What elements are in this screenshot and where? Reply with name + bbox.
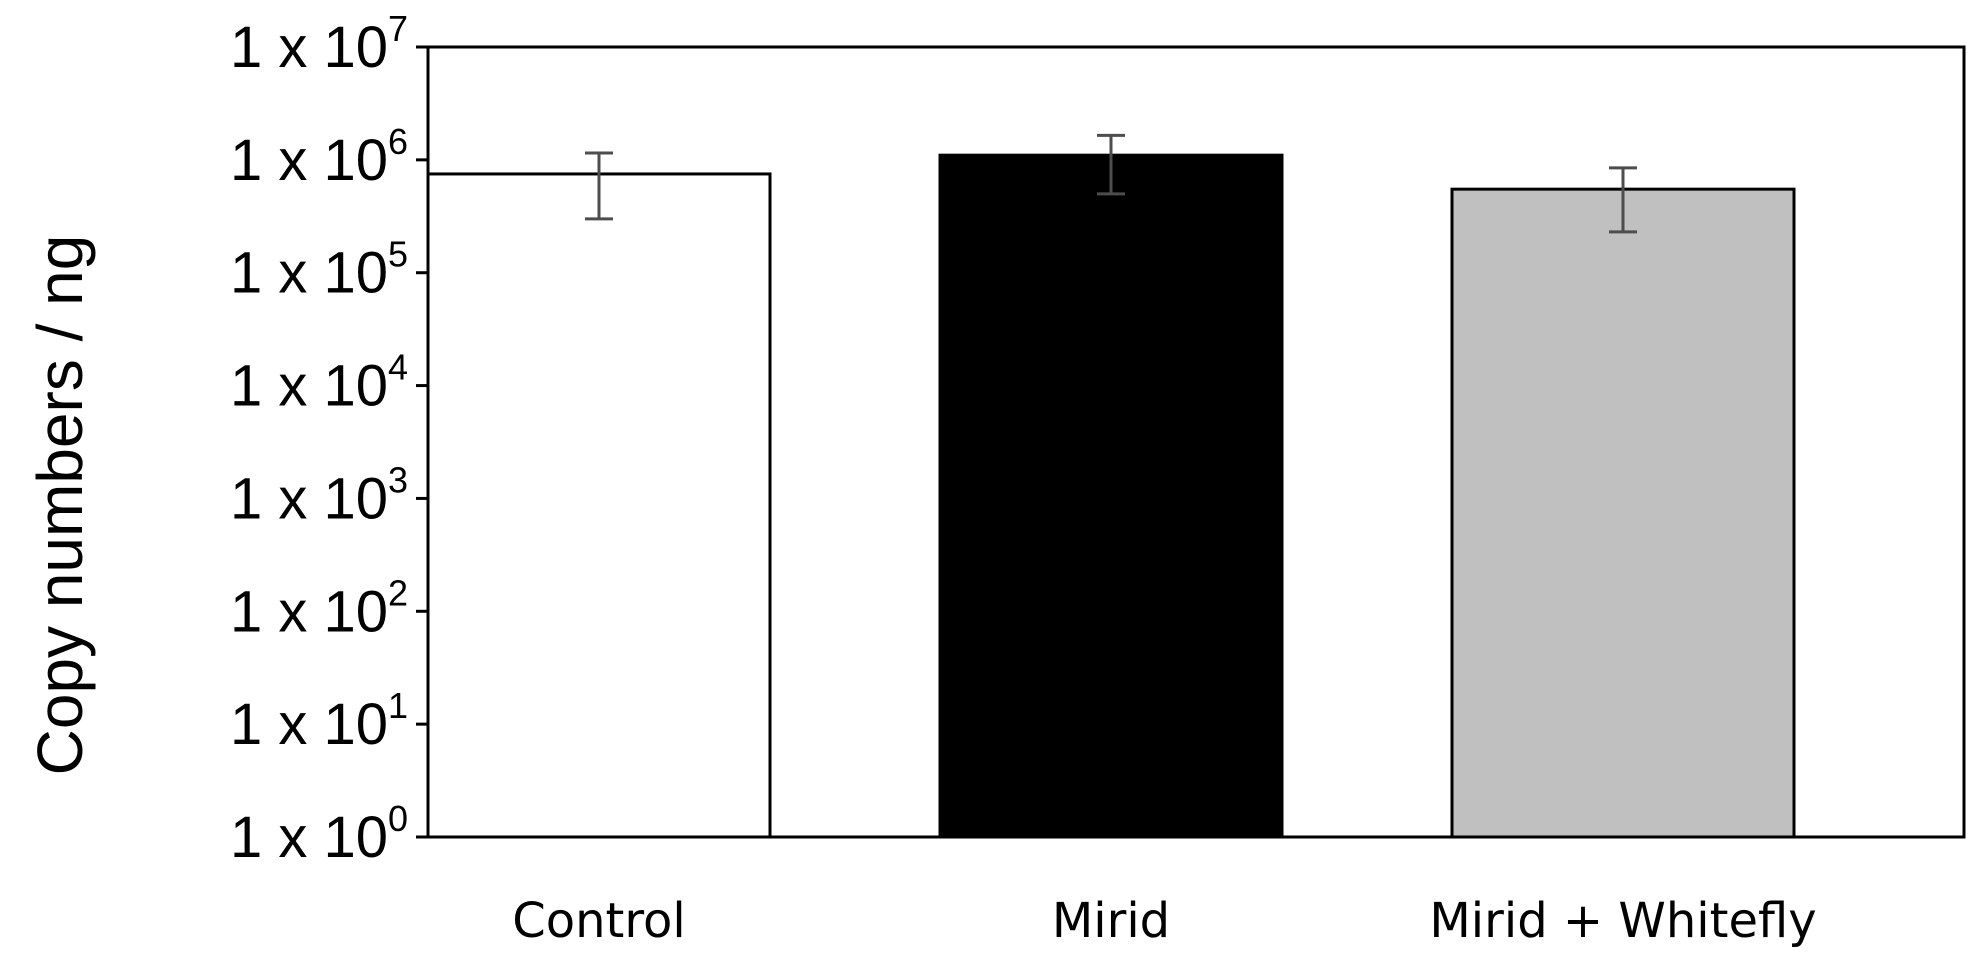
y-tick-label: 1 x 100	[230, 798, 408, 870]
y-tick-exponent: 2	[388, 572, 408, 613]
bar-mirid-whitefly	[1450, 187, 1796, 839]
y-tick-label: 1 x 101	[230, 685, 408, 757]
y-tick-base: 1 x 10	[230, 466, 388, 531]
y-tick-base: 1 x 10	[230, 354, 388, 419]
y-tick-exponent: 7	[388, 8, 408, 49]
y-tick-label: 1 x 103	[230, 459, 408, 531]
y-tick-exponent: 4	[388, 347, 408, 388]
y-tick-exponent: 3	[388, 459, 408, 500]
y-tick-base: 1 x 10	[230, 692, 388, 757]
y-tick-base: 1 x 10	[230, 579, 388, 644]
x-tick-label: Mirid + Whitefly	[1429, 893, 1816, 949]
y-tick-base: 1 x 10	[230, 128, 388, 193]
y-tick-exponent: 1	[388, 685, 408, 726]
y-tick-exponent: 5	[388, 234, 408, 275]
y-tick-exponent: 0	[388, 798, 408, 839]
x-tick-label: Mirid	[1052, 893, 1170, 949]
y-axis-title-group: Copy numbers / ng	[24, 235, 96, 776]
y-tick-base: 1 x 10	[230, 805, 388, 870]
bars	[426, 153, 1796, 839]
y-tick-label: 1 x 107	[230, 8, 408, 80]
bar-control	[426, 172, 772, 839]
y-tick-label: 1 x 104	[230, 347, 408, 419]
y-axis-title: Copy numbers / ng	[24, 235, 96, 776]
plot-frame	[426, 45, 1966, 839]
error-bars	[585, 133, 1637, 234]
y-tick-label: 1 x 105	[230, 234, 408, 306]
x-tick-label: Control	[512, 893, 686, 949]
y-tick-label: 1 x 102	[230, 572, 408, 644]
y-tick-base: 1 x 10	[230, 15, 388, 80]
x-axis-labels: Control Mirid Mirid + Whitefly	[512, 893, 1816, 949]
y-tick-exponent: 6	[388, 121, 408, 162]
bar-mirid	[938, 153, 1284, 839]
y-tick-label: 1 x 106	[230, 121, 408, 193]
y-tick-base: 1 x 10	[230, 241, 388, 306]
